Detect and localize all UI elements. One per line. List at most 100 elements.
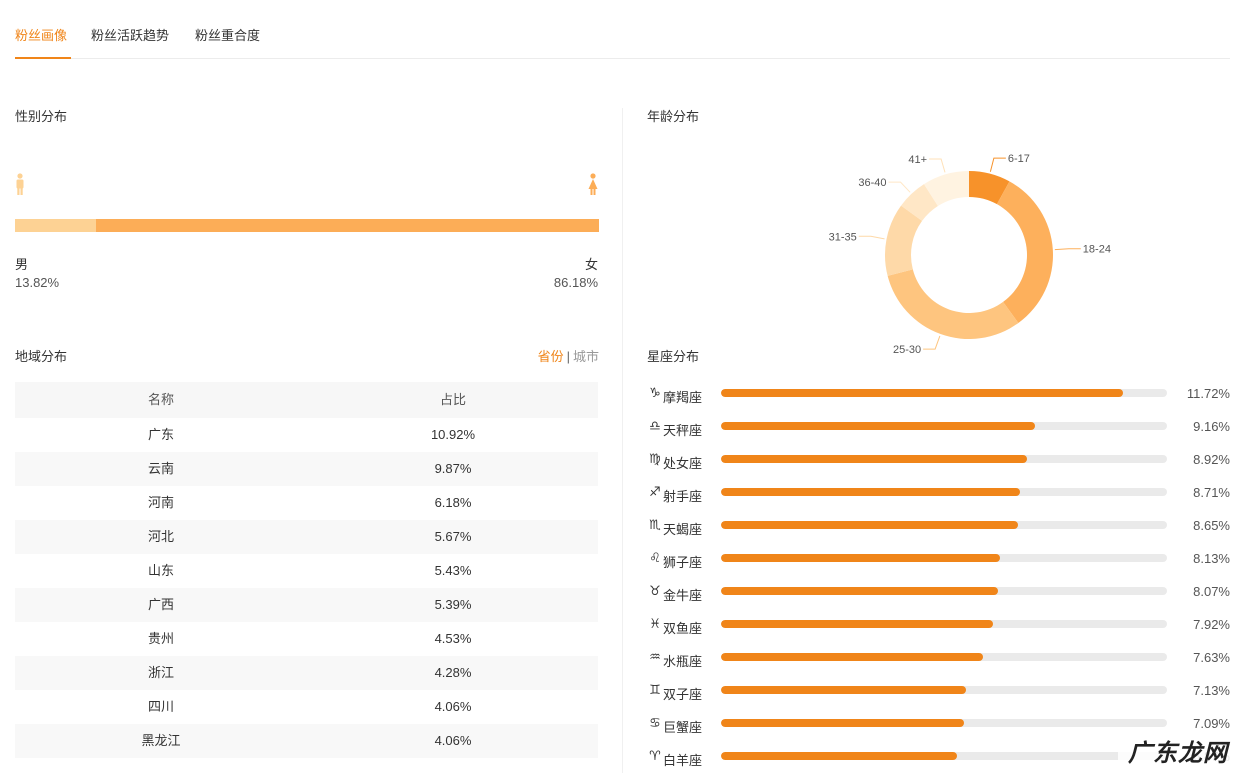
city-toggle[interactable]: 城市 [572, 349, 599, 364]
zodiac-percentage: 11.72% [1186, 386, 1230, 401]
region-share: 5.43% [434, 563, 472, 578]
female-icon [588, 173, 598, 195]
table-header-row: 名称 占比 [15, 382, 598, 418]
region-share: 10.92% [430, 427, 476, 442]
zodiac-name: 白羊座 [663, 753, 703, 768]
zodiac-percentage: 9.16% [1193, 419, 1230, 434]
region-share: 5.39% [434, 597, 472, 612]
zodiac-row-cancer: ♋ 巨蟹座 7.09% [647, 716, 1230, 736]
region-name: 云南 [147, 461, 174, 476]
zodiac-bar-fill [721, 653, 983, 661]
region-section-title: 地域分布 [15, 349, 68, 364]
libra-icon: ♎ [649, 419, 661, 434]
region-name: 黑龙江 [141, 733, 181, 748]
zodiac-name: 双鱼座 [663, 621, 703, 636]
region-share: 6.18% [434, 495, 472, 510]
region-name: 河北 [147, 529, 174, 544]
gender-section-title: 性别分布 [15, 109, 68, 124]
age-slice-36-40[interactable] [901, 184, 938, 221]
region-name: 四川 [147, 699, 174, 714]
age-slice-41+[interactable] [923, 171, 969, 207]
age-label-41+: 41+ [908, 154, 927, 166]
zodiac-percentage: 8.13% [1193, 551, 1230, 566]
zodiac-bar-fill [721, 587, 998, 595]
table-row: 四川 4.06% [15, 690, 598, 724]
tab-fan-activity-trend[interactable]: 粉丝活跃趋势 [91, 28, 170, 43]
zodiac-percentage: 8.65% [1193, 518, 1230, 533]
zodiac-percentage: 7.92% [1193, 617, 1230, 632]
region-name: 广东 [147, 427, 174, 442]
zodiac-bar-track [721, 752, 1167, 760]
zodiac-row-gemini: ♊ 双子座 7.13% [647, 683, 1230, 703]
male-percentage: 13.82% [15, 275, 60, 290]
region-level-switch: 省份 | 城市 [538, 346, 599, 365]
header-name: 名称 [147, 392, 174, 407]
zodiac-bar-track [721, 422, 1167, 430]
zodiac-row-sagittarius: ♐ 射手座 8.71% [647, 485, 1230, 505]
female-label: 女 [584, 257, 598, 272]
region-share: 9.87% [434, 461, 472, 476]
age-label-25-30: 25-30 [893, 344, 921, 356]
table-row: 浙江 4.28% [15, 656, 598, 690]
gender-bar-male-segment [15, 219, 96, 232]
zodiac-percentage: 7.09% [1193, 716, 1230, 731]
age-section-title: 年龄分布 [647, 109, 700, 124]
zodiac-name: 处女座 [663, 456, 703, 471]
female-percentage: 86.18% [553, 275, 598, 290]
table-row: 河北 5.67% [15, 520, 598, 554]
zodiac-percentage: 8.92% [1193, 452, 1230, 467]
region-share: 4.28% [434, 665, 472, 680]
aquarius-icon: ♒ [649, 650, 661, 665]
age-label-leader-18-24 [1054, 248, 1081, 251]
zodiac-bar-track [721, 719, 1167, 727]
active-tab-indicator [15, 57, 71, 59]
tab-fan-overlap[interactable]: 粉丝重合度 [195, 28, 261, 43]
zodiac-row-leo: ♌ 狮子座 8.13% [647, 551, 1230, 571]
age-label-18-24: 18-24 [1083, 244, 1111, 256]
zodiac-bar-fill [721, 521, 1018, 529]
male-icon [16, 173, 24, 195]
zodiac-name: 水瓶座 [663, 654, 703, 669]
leo-icon: ♌ [649, 551, 661, 566]
aries-icon: ♈ [649, 749, 661, 764]
age-label-6-17: 6-17 [1008, 153, 1030, 165]
zodiac-row-scorpio: ♏ 天蝎座 8.65% [647, 518, 1230, 538]
gender-ratio-bar [15, 219, 599, 232]
zodiac-name: 摩羯座 [663, 390, 703, 405]
table-row: 云南 9.87% [15, 452, 598, 486]
header-share: 占比 [439, 392, 466, 407]
zodiac-bar-track [721, 587, 1167, 595]
age-label-leader-41+ [929, 158, 946, 173]
zodiac-row-libra: ♎ 天秤座 9.16% [647, 419, 1230, 439]
region-name: 贵州 [147, 631, 174, 646]
virgo-icon: ♍ [649, 452, 661, 467]
age-slice-6-17[interactable] [969, 171, 1010, 205]
age-slice-25-30[interactable] [887, 269, 1019, 339]
zodiac-row-taurus: ♉ 金牛座 8.07% [647, 584, 1230, 604]
age-slice-18-24[interactable] [996, 181, 1053, 323]
zodiac-bar-fill [721, 488, 1020, 496]
scorpio-icon: ♏ [649, 518, 661, 533]
table-row: 贵州 4.53% [15, 622, 598, 656]
age-label-31-35: 31-35 [829, 231, 857, 243]
zodiac-percentage: 7.13% [1193, 683, 1230, 698]
zodiac-bar-fill [721, 620, 993, 628]
region-share: 4.06% [434, 733, 472, 748]
age-slice-31-35[interactable] [885, 205, 923, 276]
zodiac-bar-fill [721, 455, 1028, 463]
zodiac-bar-track [721, 620, 1167, 628]
province-toggle[interactable]: 省份 [537, 349, 564, 364]
age-label-leader-31-35 [858, 235, 885, 240]
age-label-36-40: 36-40 [858, 177, 886, 189]
region-share: 4.06% [434, 699, 472, 714]
zodiac-bar-fill [721, 686, 966, 694]
region-share: 5.67% [434, 529, 472, 544]
watermark-logo: 广东龙网 [1118, 736, 1238, 770]
zodiac-row-pisces: ♓ 双鱼座 7.92% [647, 617, 1230, 637]
age-donut-chart: 6-17 18-24 25-30 31-35 36-40 41+ [829, 153, 1111, 356]
zodiac-bar-fill [721, 389, 1124, 397]
taurus-icon: ♉ [649, 584, 661, 599]
table-row: 广西 5.39% [15, 588, 598, 622]
tab-fan-profile[interactable]: 粉丝画像 [15, 28, 68, 43]
zodiac-name: 巨蟹座 [663, 720, 703, 735]
